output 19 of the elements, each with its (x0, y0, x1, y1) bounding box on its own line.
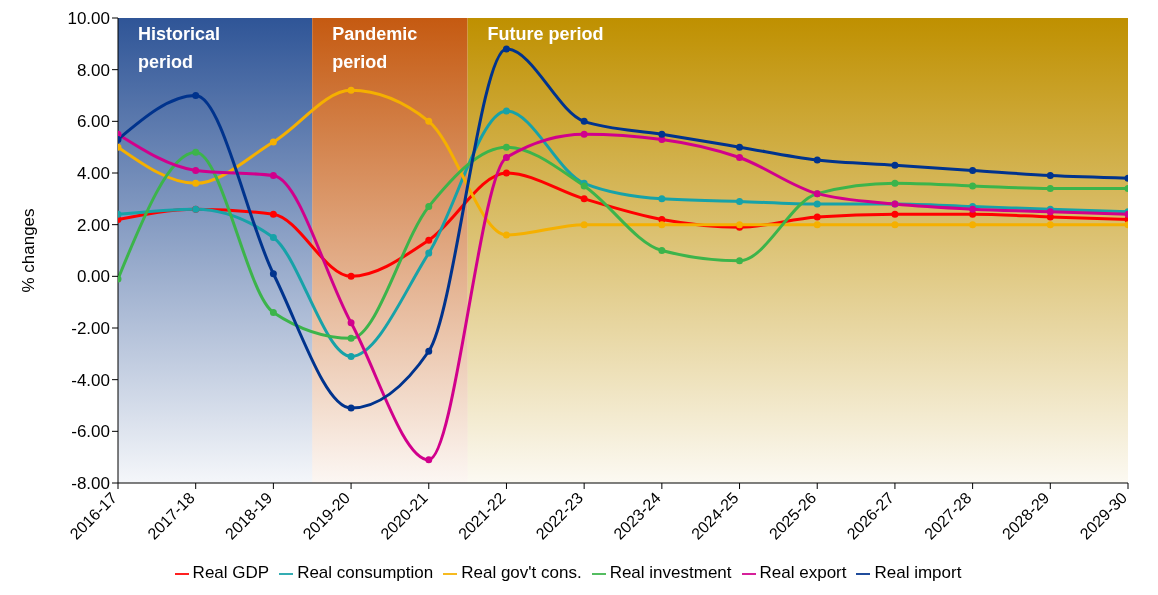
legend-label: Real GDP (192, 563, 270, 582)
y-tick-label: -4.00 (71, 370, 110, 390)
y-axis-title: % changes (19, 208, 39, 293)
y-tick-label: 10.00 (67, 9, 110, 29)
y-tick-label: 2.00 (76, 215, 110, 235)
band-label: Pandemic period (332, 24, 418, 72)
band-label: Future period (487, 24, 604, 44)
y-tick-label: 8.00 (76, 60, 110, 80)
legend-label: Real consumption (297, 563, 434, 582)
legend-label: Real investment (609, 563, 732, 582)
band-label: Historical period (138, 24, 221, 72)
y-tick-label: 6.00 (76, 112, 110, 132)
y-tick-label: -2.00 (71, 319, 110, 339)
y-tick-label: 4.00 (76, 164, 110, 184)
y-tick-label: -6.00 (71, 422, 110, 442)
legend-label: Real gov't cons. (461, 563, 582, 582)
y-tick-label: 0.00 (76, 267, 110, 287)
legend-label: Real export (759, 563, 847, 582)
legend-label: Real import (874, 563, 962, 582)
